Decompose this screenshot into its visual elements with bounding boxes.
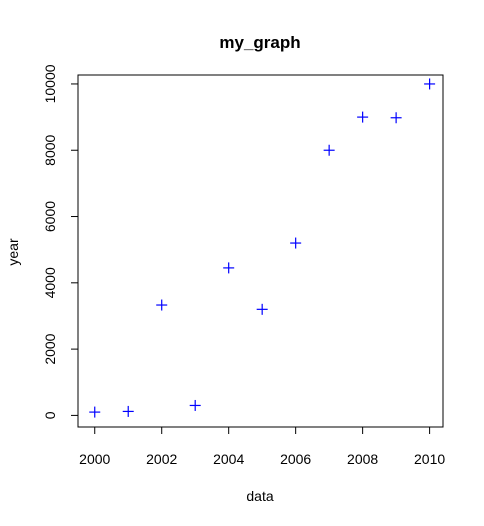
y-tick-label: 8000 <box>42 134 58 165</box>
data-point <box>357 111 369 123</box>
data-point <box>290 237 302 249</box>
y-axis-label: year <box>5 238 21 266</box>
x-tick-label: 2006 <box>280 451 311 467</box>
data-point <box>223 262 235 274</box>
y-tick-label: 10000 <box>42 64 58 103</box>
x-tick-label: 2004 <box>213 451 244 467</box>
data-point <box>156 299 168 311</box>
x-tick-label: 2002 <box>146 451 177 467</box>
x-axis-label: data <box>246 488 273 504</box>
data-point <box>323 144 335 156</box>
y-tick-label: 4000 <box>42 267 58 298</box>
data-points <box>89 78 436 418</box>
y-axis: 0 2000 4000 6000 8000 10000 <box>42 64 79 419</box>
y-tick-label: 0 <box>42 411 58 419</box>
chart-title: my_graph <box>219 33 300 52</box>
plot-frame <box>77 74 444 428</box>
data-point <box>256 303 268 315</box>
y-tick-label: 6000 <box>42 201 58 232</box>
data-point <box>122 405 134 417</box>
data-point <box>390 112 402 124</box>
x-tick-label: 2008 <box>347 451 378 467</box>
x-tick-label: 2010 <box>414 451 445 467</box>
x-tick-label: 2000 <box>79 451 110 467</box>
data-point <box>424 78 436 90</box>
data-point <box>189 399 201 411</box>
data-point <box>89 406 101 418</box>
y-tick-label: 2000 <box>42 333 58 364</box>
x-axis: 2000 2002 2004 2006 2008 2010 <box>79 426 445 467</box>
